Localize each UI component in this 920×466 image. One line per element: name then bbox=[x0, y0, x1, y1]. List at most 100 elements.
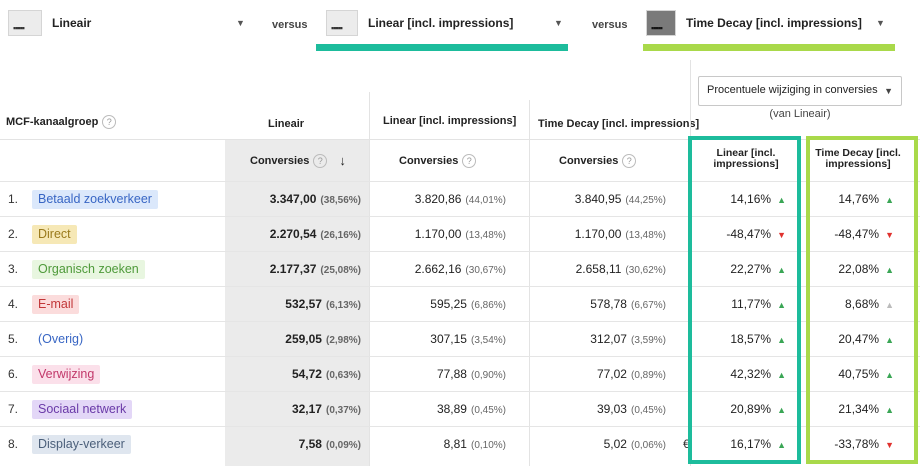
channel-link[interactable]: Direct bbox=[32, 225, 77, 244]
arrow-up-icon: ▲ bbox=[885, 405, 894, 415]
linear-value: 1.170,00 (13,48%) bbox=[415, 227, 506, 241]
table-row[interactable]: 1. Betaald zoekverkeer 3.347,00 (38,56%) … bbox=[0, 181, 920, 216]
lineair-value: 532,57 (6,13%) bbox=[285, 297, 361, 311]
arrow-up-icon: ▲ bbox=[885, 300, 894, 310]
time-decay-conversions: 578,78 bbox=[590, 297, 627, 311]
caret-down-icon[interactable]: ▼ bbox=[876, 18, 885, 28]
time-decay-change-value: 22,08% bbox=[838, 262, 880, 276]
channel-link[interactable]: Betaald zoekverkeer bbox=[32, 190, 158, 209]
linear-share: (0,90%) bbox=[470, 370, 506, 381]
table-row[interactable]: 3. Organisch zoeken 2.177,37 (25,08%) 2.6… bbox=[0, 251, 920, 286]
row-number: 6. bbox=[8, 367, 19, 381]
sorted-column-shade bbox=[225, 140, 369, 466]
column-divider bbox=[369, 92, 370, 466]
time-decay-value: 578,78 (6,67%) bbox=[590, 297, 666, 311]
col1-metric-header[interactable]: Conversies? ↓ bbox=[250, 140, 346, 181]
channel-link[interactable]: Sociaal netwerk bbox=[32, 400, 133, 419]
table-row[interactable]: 5. (Overig) 259,05 (2,98%) 307,15 (3,54%) … bbox=[0, 321, 920, 356]
col2-metric-header[interactable]: Conversies? bbox=[399, 140, 477, 181]
sort-arrow-down-icon[interactable]: ↓ bbox=[339, 153, 346, 168]
linear-change-value: 22,27% bbox=[730, 262, 772, 276]
table-row[interactable]: 4. E-mail 532,57 (6,13%) 595,25 (6,86%) 57… bbox=[0, 286, 920, 321]
change-metric-dropdown[interactable]: Procentuele wijziging in conversies ▼ bbox=[698, 76, 902, 106]
col2-metric-label: Conversies bbox=[399, 154, 459, 167]
help-icon[interactable]: ? bbox=[102, 115, 117, 129]
model-1-name: Lineair bbox=[52, 16, 92, 30]
help-icon[interactable]: ? bbox=[622, 153, 637, 168]
model-selector-1[interactable]: ▪▪▪▪▪ Lineair ▼ bbox=[8, 8, 248, 38]
arrow-up-icon: ▲ bbox=[885, 195, 894, 205]
linear-value: 307,15 (3,54%) bbox=[430, 332, 506, 346]
channel-link[interactable]: Verwijzing bbox=[32, 365, 101, 384]
lineair-value: 2.270,54 (26,16%) bbox=[270, 227, 361, 241]
lineair-conversions: 7,58 bbox=[298, 437, 322, 451]
table-row[interactable]: 7. Sociaal netwerk 32,17 (0,37%) 38,89 (0,… bbox=[0, 391, 920, 426]
time-decay-value: 312,07 (3,59%) bbox=[590, 332, 666, 346]
channel-link[interactable]: Organisch zoeken bbox=[32, 260, 145, 279]
linear-share: (30,67%) bbox=[465, 265, 506, 276]
lineair-conversions: 2.270,54 bbox=[269, 227, 317, 241]
time-decay-change: 40,75% ▲ bbox=[838, 367, 894, 381]
row-number: 2. bbox=[8, 227, 19, 241]
time-decay-conversions: 1.170,00 bbox=[574, 227, 622, 241]
dimension-header: MCF-kanaalgroep? bbox=[6, 115, 117, 129]
help-icon[interactable]: ? bbox=[462, 153, 477, 168]
lineair-conversions: 3.347,00 bbox=[269, 192, 317, 206]
lineair-share: (0,09%) bbox=[325, 440, 361, 451]
table-row[interactable]: 6. Verwijzing 54,72 (0,63%) 77,88 (0,90%) … bbox=[0, 356, 920, 391]
model-selector-3[interactable]: ▪▪▪▪▪ Time Decay [incl. impressions] ▼ bbox=[646, 8, 890, 38]
time-decay-share: (0,89%) bbox=[630, 370, 666, 381]
change-baseline-label: (van Lineair) bbox=[769, 108, 831, 120]
time-decay-change-value: 8,68% bbox=[845, 297, 880, 311]
model-3-color-bar bbox=[643, 44, 895, 51]
time-decay-change-value: 14,76% bbox=[838, 192, 880, 206]
linear-conversions: 77,88 bbox=[436, 367, 467, 381]
arrow-up-icon: ▲ bbox=[777, 440, 786, 450]
help-icon[interactable]: ? bbox=[313, 153, 328, 168]
time-decay-value: 3.840,95 (44,25%) bbox=[575, 192, 666, 206]
channel-link[interactable]: E-mail bbox=[32, 295, 80, 314]
linear-share: (13,48%) bbox=[465, 230, 506, 241]
time-decay-change-value: -33,78% bbox=[834, 437, 880, 451]
linear-share: (0,10%) bbox=[470, 440, 506, 451]
row-number: 3. bbox=[8, 262, 19, 276]
lineair-share: (2,98%) bbox=[325, 335, 361, 346]
arrow-up-icon: ▲ bbox=[885, 370, 894, 380]
time-decay-conversions: 2.658,11 bbox=[575, 262, 622, 276]
linear-value: 595,25 (6,86%) bbox=[430, 297, 506, 311]
time-decay-value: 5,02 (0,06%) bbox=[604, 437, 666, 451]
lineair-conversions: 2.177,37 bbox=[269, 262, 317, 276]
header-divider bbox=[0, 139, 920, 140]
lineair-value: 259,05 (2,98%) bbox=[285, 332, 361, 346]
linear-change-value: 20,89% bbox=[730, 402, 772, 416]
channel-link[interactable]: Display-verkeer bbox=[32, 435, 131, 454]
caret-down-icon[interactable]: ▼ bbox=[554, 18, 563, 28]
lineair-conversions: 54,72 bbox=[291, 367, 322, 381]
linear-value: 3.820,86 (44,01%) bbox=[415, 192, 506, 206]
model-selector-2[interactable]: ▪▪▪▪▪ Linear [incl. impressions] ▼ bbox=[326, 8, 566, 38]
caret-down-icon[interactable]: ▼ bbox=[236, 18, 245, 28]
linear-change-value: -48,47% bbox=[726, 227, 772, 241]
lineair-share: (6,13%) bbox=[325, 300, 361, 311]
linear-conversions: 3.820,86 bbox=[414, 192, 462, 206]
linear-share: (3,54%) bbox=[470, 335, 506, 346]
table-row[interactable]: 2. Direct 2.270,54 (26,16%) 1.170,00 (13,4… bbox=[0, 216, 920, 251]
lineair-share: (26,16%) bbox=[320, 230, 361, 241]
time-decay-value: 2.658,11 (30,62%) bbox=[576, 262, 666, 276]
linear-change-value: 18,57% bbox=[730, 332, 772, 346]
time-decay-conversions: 312,07 bbox=[590, 332, 627, 346]
linear-change: 18,57% ▲ bbox=[730, 332, 786, 346]
time-decay-value: 39,03 (0,45%) bbox=[597, 402, 666, 416]
linear-conversions: 307,15 bbox=[430, 332, 467, 346]
change-col2-header: Time Decay [incl. impressions] bbox=[815, 147, 901, 170]
col3-metric-header[interactable]: Conversies? bbox=[559, 140, 637, 181]
channel-link[interactable]: (Overig) bbox=[32, 330, 90, 349]
arrow-up-icon: ▲ bbox=[777, 335, 786, 345]
table-row[interactable]: 8. Display-verkeer 7,58 (0,09%) 8,81 (0,10… bbox=[0, 426, 920, 461]
lineair-share: (25,08%) bbox=[320, 265, 361, 276]
linear-value: 77,88 (0,90%) bbox=[437, 367, 506, 381]
time-decay-conversions: 3.840,95 bbox=[574, 192, 622, 206]
time-decay-change: -33,78% ▼ bbox=[834, 437, 894, 451]
time-decay-change: 8,68% ▲ bbox=[845, 297, 894, 311]
time-decay-change: -48,47% ▼ bbox=[834, 227, 894, 241]
